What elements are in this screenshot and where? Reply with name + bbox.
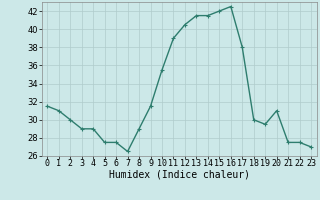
X-axis label: Humidex (Indice chaleur): Humidex (Indice chaleur) xyxy=(109,170,250,180)
